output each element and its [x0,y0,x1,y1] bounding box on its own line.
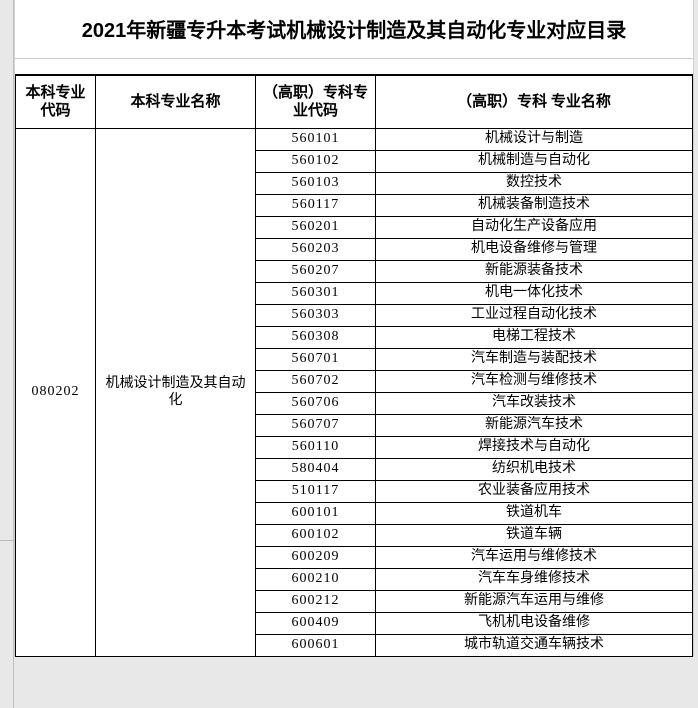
college-name-cell: 纺织机电技术 [376,459,693,481]
college-name-cell: 电梯工程技术 [376,327,693,349]
undergrad-code-cell: 080202 [16,129,96,657]
college-name-cell: 自动化生产设备应用 [376,217,693,239]
college-name-cell: 新能源汽车运用与维修 [376,591,693,613]
college-name-cell: 新能源装备技术 [376,261,693,283]
college-code-cell: 600601 [256,635,376,657]
college-code-cell: 600210 [256,569,376,591]
college-code-cell: 560707 [256,415,376,437]
college-code-cell: 560303 [256,305,376,327]
college-name-cell: 机电设备维修与管理 [376,239,693,261]
college-name-cell: 汽车制造与装配技术 [376,349,693,371]
table-header-row: 本科专业代码 本科专业名称 （高职）专科专业代码 （高职）专科 专业名称 [16,76,693,129]
th-college-code: （高职）专科专业代码 [256,76,376,129]
college-name-cell: 新能源汽车技术 [376,415,693,437]
college-code-cell: 560101 [256,129,376,151]
major-table: 本科专业代码 本科专业名称 （高职）专科专业代码 （高职）专科 专业名称 080… [15,75,693,657]
college-code-cell: 560706 [256,393,376,415]
college-name-cell: 飞机机电设备维修 [376,613,693,635]
college-name-cell: 机械制造与自动化 [376,151,693,173]
college-name-cell: 汽车运用与维修技术 [376,547,693,569]
college-name-cell: 机械装备制造技术 [376,195,693,217]
college-name-cell: 数控技术 [376,173,693,195]
page-title: 2021年新疆专升本考试机械设计制造及其自动化专业对应目录 [15,0,693,59]
college-code-cell: 600212 [256,591,376,613]
college-code-cell: 600101 [256,503,376,525]
th-undergrad-code: 本科专业代码 [16,76,96,129]
college-name-cell: 农业装备应用技术 [376,481,693,503]
college-code-cell: 560201 [256,217,376,239]
college-code-cell: 600209 [256,547,376,569]
college-name-cell: 汽车车身维修技术 [376,569,693,591]
table-body: 080202机械设计制造及其自动化560101机械设计与制造560102机械制造… [16,129,693,657]
college-name-cell: 铁道机车 [376,503,693,525]
college-name-cell: 城市轨道交通车辆技术 [376,635,693,657]
college-name-cell: 机械设计与制造 [376,129,693,151]
college-name-cell: 汽车改装技术 [376,393,693,415]
college-code-cell: 580404 [256,459,376,481]
college-name-cell: 机电一体化技术 [376,283,693,305]
college-code-cell: 560117 [256,195,376,217]
college-code-cell: 560203 [256,239,376,261]
college-code-cell: 560102 [256,151,376,173]
college-code-cell: 510117 [256,481,376,503]
college-name-cell: 汽车检测与维修技术 [376,371,693,393]
college-code-cell: 560110 [256,437,376,459]
college-code-cell: 560301 [256,283,376,305]
th-college-name: （高职）专科 专业名称 [376,76,693,129]
college-name-cell: 工业过程自动化技术 [376,305,693,327]
table-row: 080202机械设计制造及其自动化560101机械设计与制造 [16,129,693,151]
college-code-cell: 560308 [256,327,376,349]
college-code-cell: 560702 [256,371,376,393]
college-name-cell: 焊接技术与自动化 [376,437,693,459]
college-code-cell: 560103 [256,173,376,195]
college-code-cell: 600409 [256,613,376,635]
sheet: 2021年新疆专升本考试机械设计制造及其自动化专业对应目录 本科专业代码 本科专… [14,0,694,657]
college-code-cell: 560207 [256,261,376,283]
th-undergrad-name: 本科专业名称 [96,76,256,129]
college-code-cell: 600102 [256,525,376,547]
spreadsheet-gutter [0,0,14,708]
college-name-cell: 铁道车辆 [376,525,693,547]
spacer-row [15,59,693,75]
college-code-cell: 560701 [256,349,376,371]
undergrad-name-cell: 机械设计制造及其自动化 [96,129,256,657]
